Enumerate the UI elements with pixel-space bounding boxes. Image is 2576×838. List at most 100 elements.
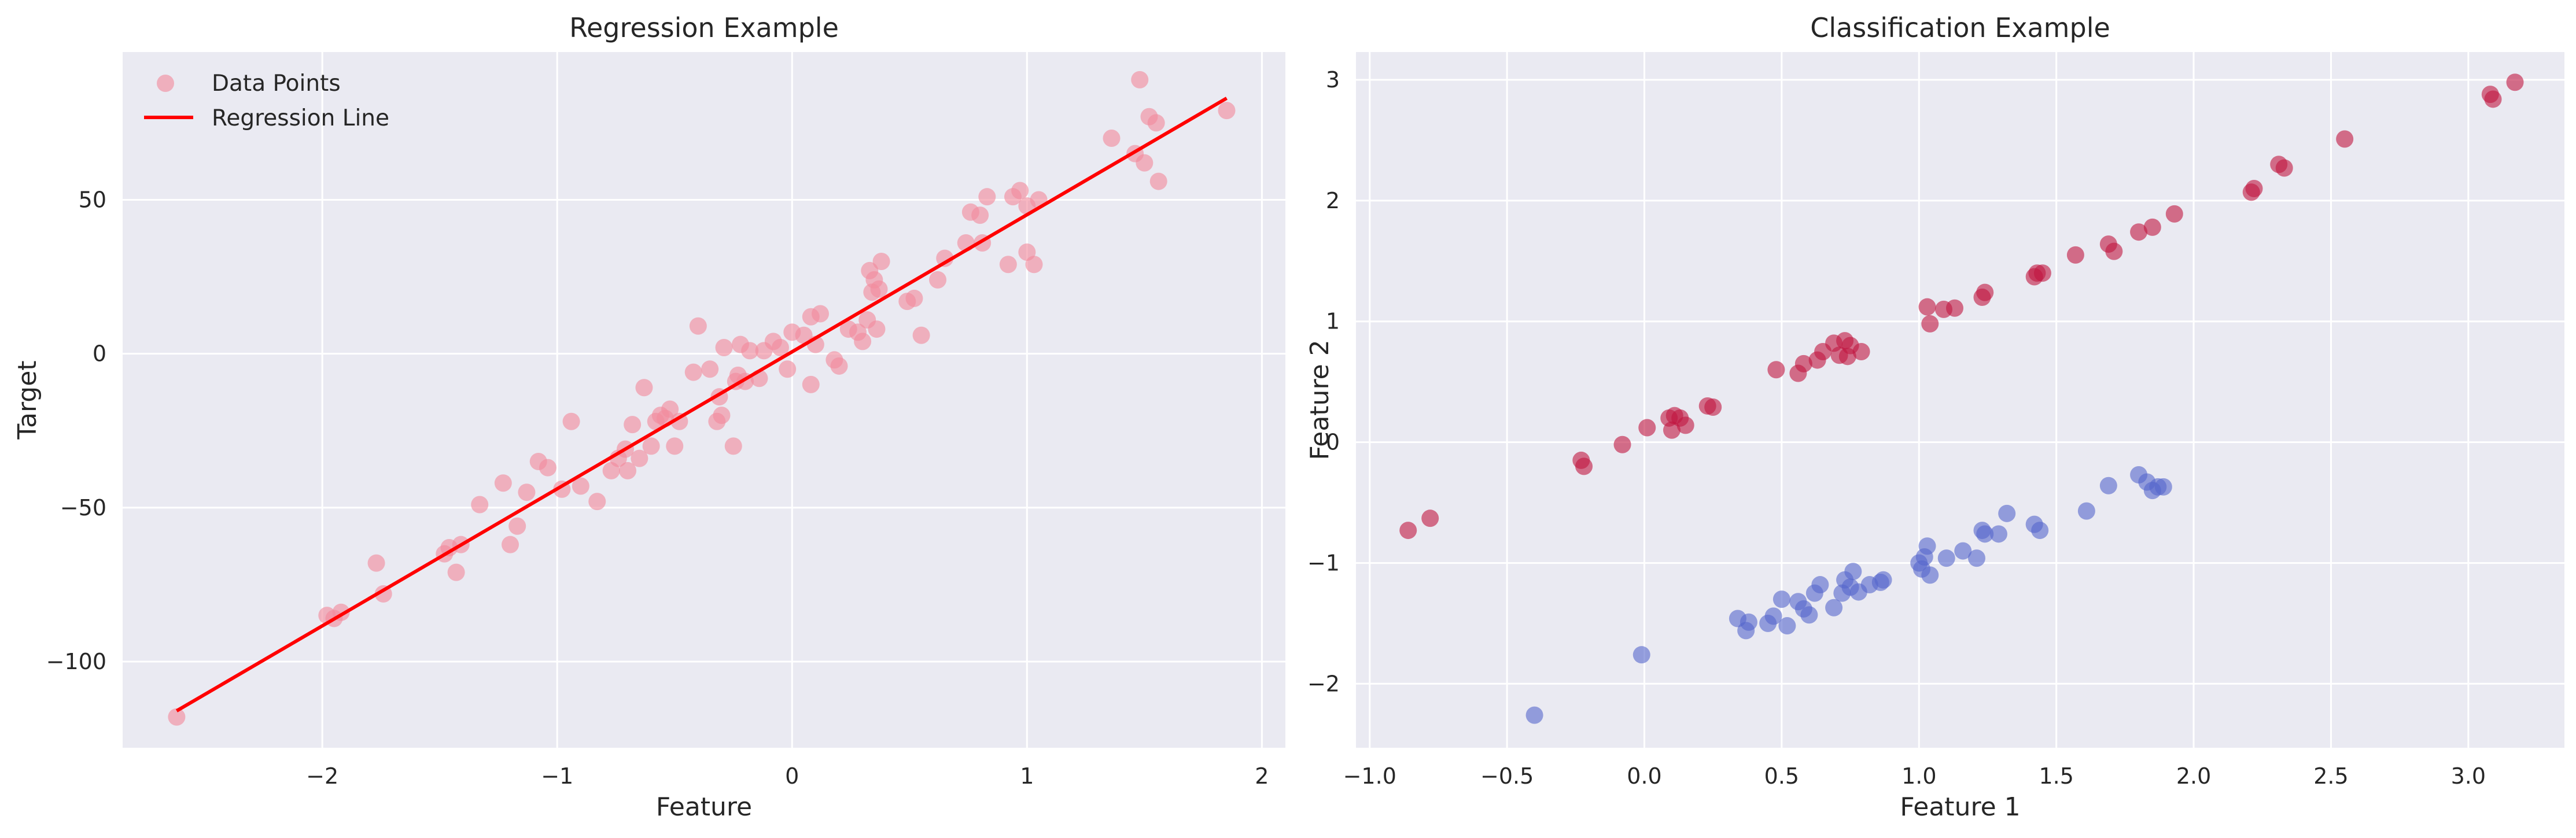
- y-tick-label: 0: [93, 341, 106, 367]
- data-point: [868, 320, 886, 338]
- data-point: [779, 360, 797, 378]
- x-axis-label: Feature 1: [1900, 792, 2020, 822]
- data-point: [168, 708, 186, 726]
- y-axis-label: Target: [13, 360, 42, 440]
- data-point: [1800, 606, 1818, 624]
- data-point: [2165, 205, 2183, 223]
- chart-title: Classification Example: [1810, 12, 2110, 43]
- data-point: [2143, 218, 2161, 236]
- data-point: [701, 360, 719, 378]
- data-point: [1575, 457, 1593, 475]
- data-point: [1794, 355, 1812, 372]
- data-point: [872, 252, 890, 270]
- data-point: [1218, 102, 1236, 120]
- data-point: [741, 342, 759, 360]
- data-point: [689, 317, 707, 335]
- data-point: [1525, 706, 1543, 724]
- regression-plot: −2 −1 0 1 2 −100 −50 0 50 Regression Example Fea…: [13, 12, 1285, 822]
- data-point: [1772, 590, 1790, 608]
- x-tick-label: 0.0: [1627, 763, 1661, 789]
- data-point: [854, 333, 872, 350]
- x-tick-label: 3.0: [2451, 763, 2486, 789]
- data-point: [1136, 154, 1154, 172]
- data-point: [1704, 398, 1722, 416]
- data-point: [508, 517, 526, 535]
- chart-title: Regression Example: [569, 12, 839, 43]
- data-point: [771, 339, 789, 357]
- y-tick-label: 2: [1326, 188, 1340, 213]
- y-tick-label: −100: [46, 649, 106, 674]
- data-point: [1149, 172, 1167, 190]
- data-point: [1918, 298, 1936, 316]
- classification-plot: −1.0 −0.5 0.0 0.5 1.0 1.5 2.0 2.5 3.0 −2 −1 0 1 2 3 Cl…: [1305, 12, 2564, 822]
- data-point: [1147, 114, 1165, 132]
- data-point: [1937, 549, 1955, 567]
- data-point: [1025, 256, 1043, 274]
- data-point: [2336, 130, 2354, 148]
- data-point: [1676, 416, 1694, 434]
- data-point: [795, 326, 813, 344]
- data-point: [929, 271, 947, 289]
- data-point: [1764, 607, 1782, 625]
- data-point: [2275, 159, 2293, 177]
- data-point: [635, 379, 653, 397]
- data-point: [1421, 510, 1439, 527]
- data-point: [1638, 419, 1656, 437]
- data-marks: [1399, 73, 2524, 724]
- data-point: [1852, 342, 1870, 360]
- data-point: [494, 474, 512, 492]
- data-point: [2245, 180, 2263, 198]
- y-tick-label: −2: [1307, 671, 1340, 696]
- legend-marker-data-points: [157, 75, 174, 92]
- x-tick-label: 0: [785, 763, 799, 789]
- data-point: [684, 363, 702, 381]
- data-point: [2099, 477, 2117, 494]
- data-point: [971, 206, 989, 224]
- data-point: [999, 256, 1017, 274]
- x-tick-label: −0.5: [1480, 763, 1534, 789]
- data-point: [502, 536, 519, 553]
- y-tick-label: 3: [1326, 67, 1340, 93]
- grid: [1356, 52, 2564, 748]
- data-point: [642, 437, 660, 455]
- data-point: [936, 249, 954, 267]
- data-point: [518, 483, 536, 501]
- data-point: [562, 412, 580, 430]
- data-point: [661, 400, 679, 418]
- x-tick-label: −1: [541, 763, 573, 789]
- data-point: [1613, 435, 1631, 453]
- y-tick-label: −50: [60, 495, 106, 520]
- x-tick-label: 1.5: [2039, 763, 2073, 789]
- x-tick-label: 1.0: [1901, 763, 1936, 789]
- data-point: [2033, 264, 2051, 282]
- data-point: [802, 375, 820, 393]
- y-tick-label: 0: [1326, 430, 1340, 455]
- regression-line: [175, 97, 1228, 713]
- tick-labels: −1.0 −0.5 0.0 0.5 1.0 1.5 2.0 2.5 3.0 −2 −1 0 1 2 3: [1307, 67, 2486, 789]
- data-point: [1976, 525, 1994, 543]
- data-point: [367, 554, 385, 572]
- legend-label-data-points: Data Points: [212, 71, 341, 97]
- data-point: [1131, 71, 1149, 88]
- x-tick-label: −1.0: [1343, 763, 1396, 789]
- data-point: [1918, 537, 1936, 555]
- x-tick-label: 0.5: [1764, 763, 1799, 789]
- y-tick-label: −1: [1307, 550, 1340, 575]
- data-point: [1946, 299, 1964, 317]
- data-point: [447, 563, 465, 581]
- data-point: [588, 493, 606, 511]
- tick-labels: −2 −1 0 1 2 −100 −50 0 50: [46, 187, 1269, 789]
- legend-label-regression-line: Regression Line: [212, 105, 389, 131]
- data-point: [2066, 246, 2084, 264]
- x-tick-label: 2: [1255, 763, 1269, 789]
- x-tick-label: 2.5: [2313, 763, 2348, 789]
- y-tick-label: 1: [1326, 309, 1340, 334]
- x-tick-label: −2: [306, 763, 338, 789]
- data-point: [624, 416, 642, 434]
- data-point: [1103, 130, 1121, 147]
- data-point: [905, 289, 923, 307]
- data-point: [471, 496, 489, 514]
- data-point: [724, 437, 742, 455]
- data-point: [1399, 522, 1417, 540]
